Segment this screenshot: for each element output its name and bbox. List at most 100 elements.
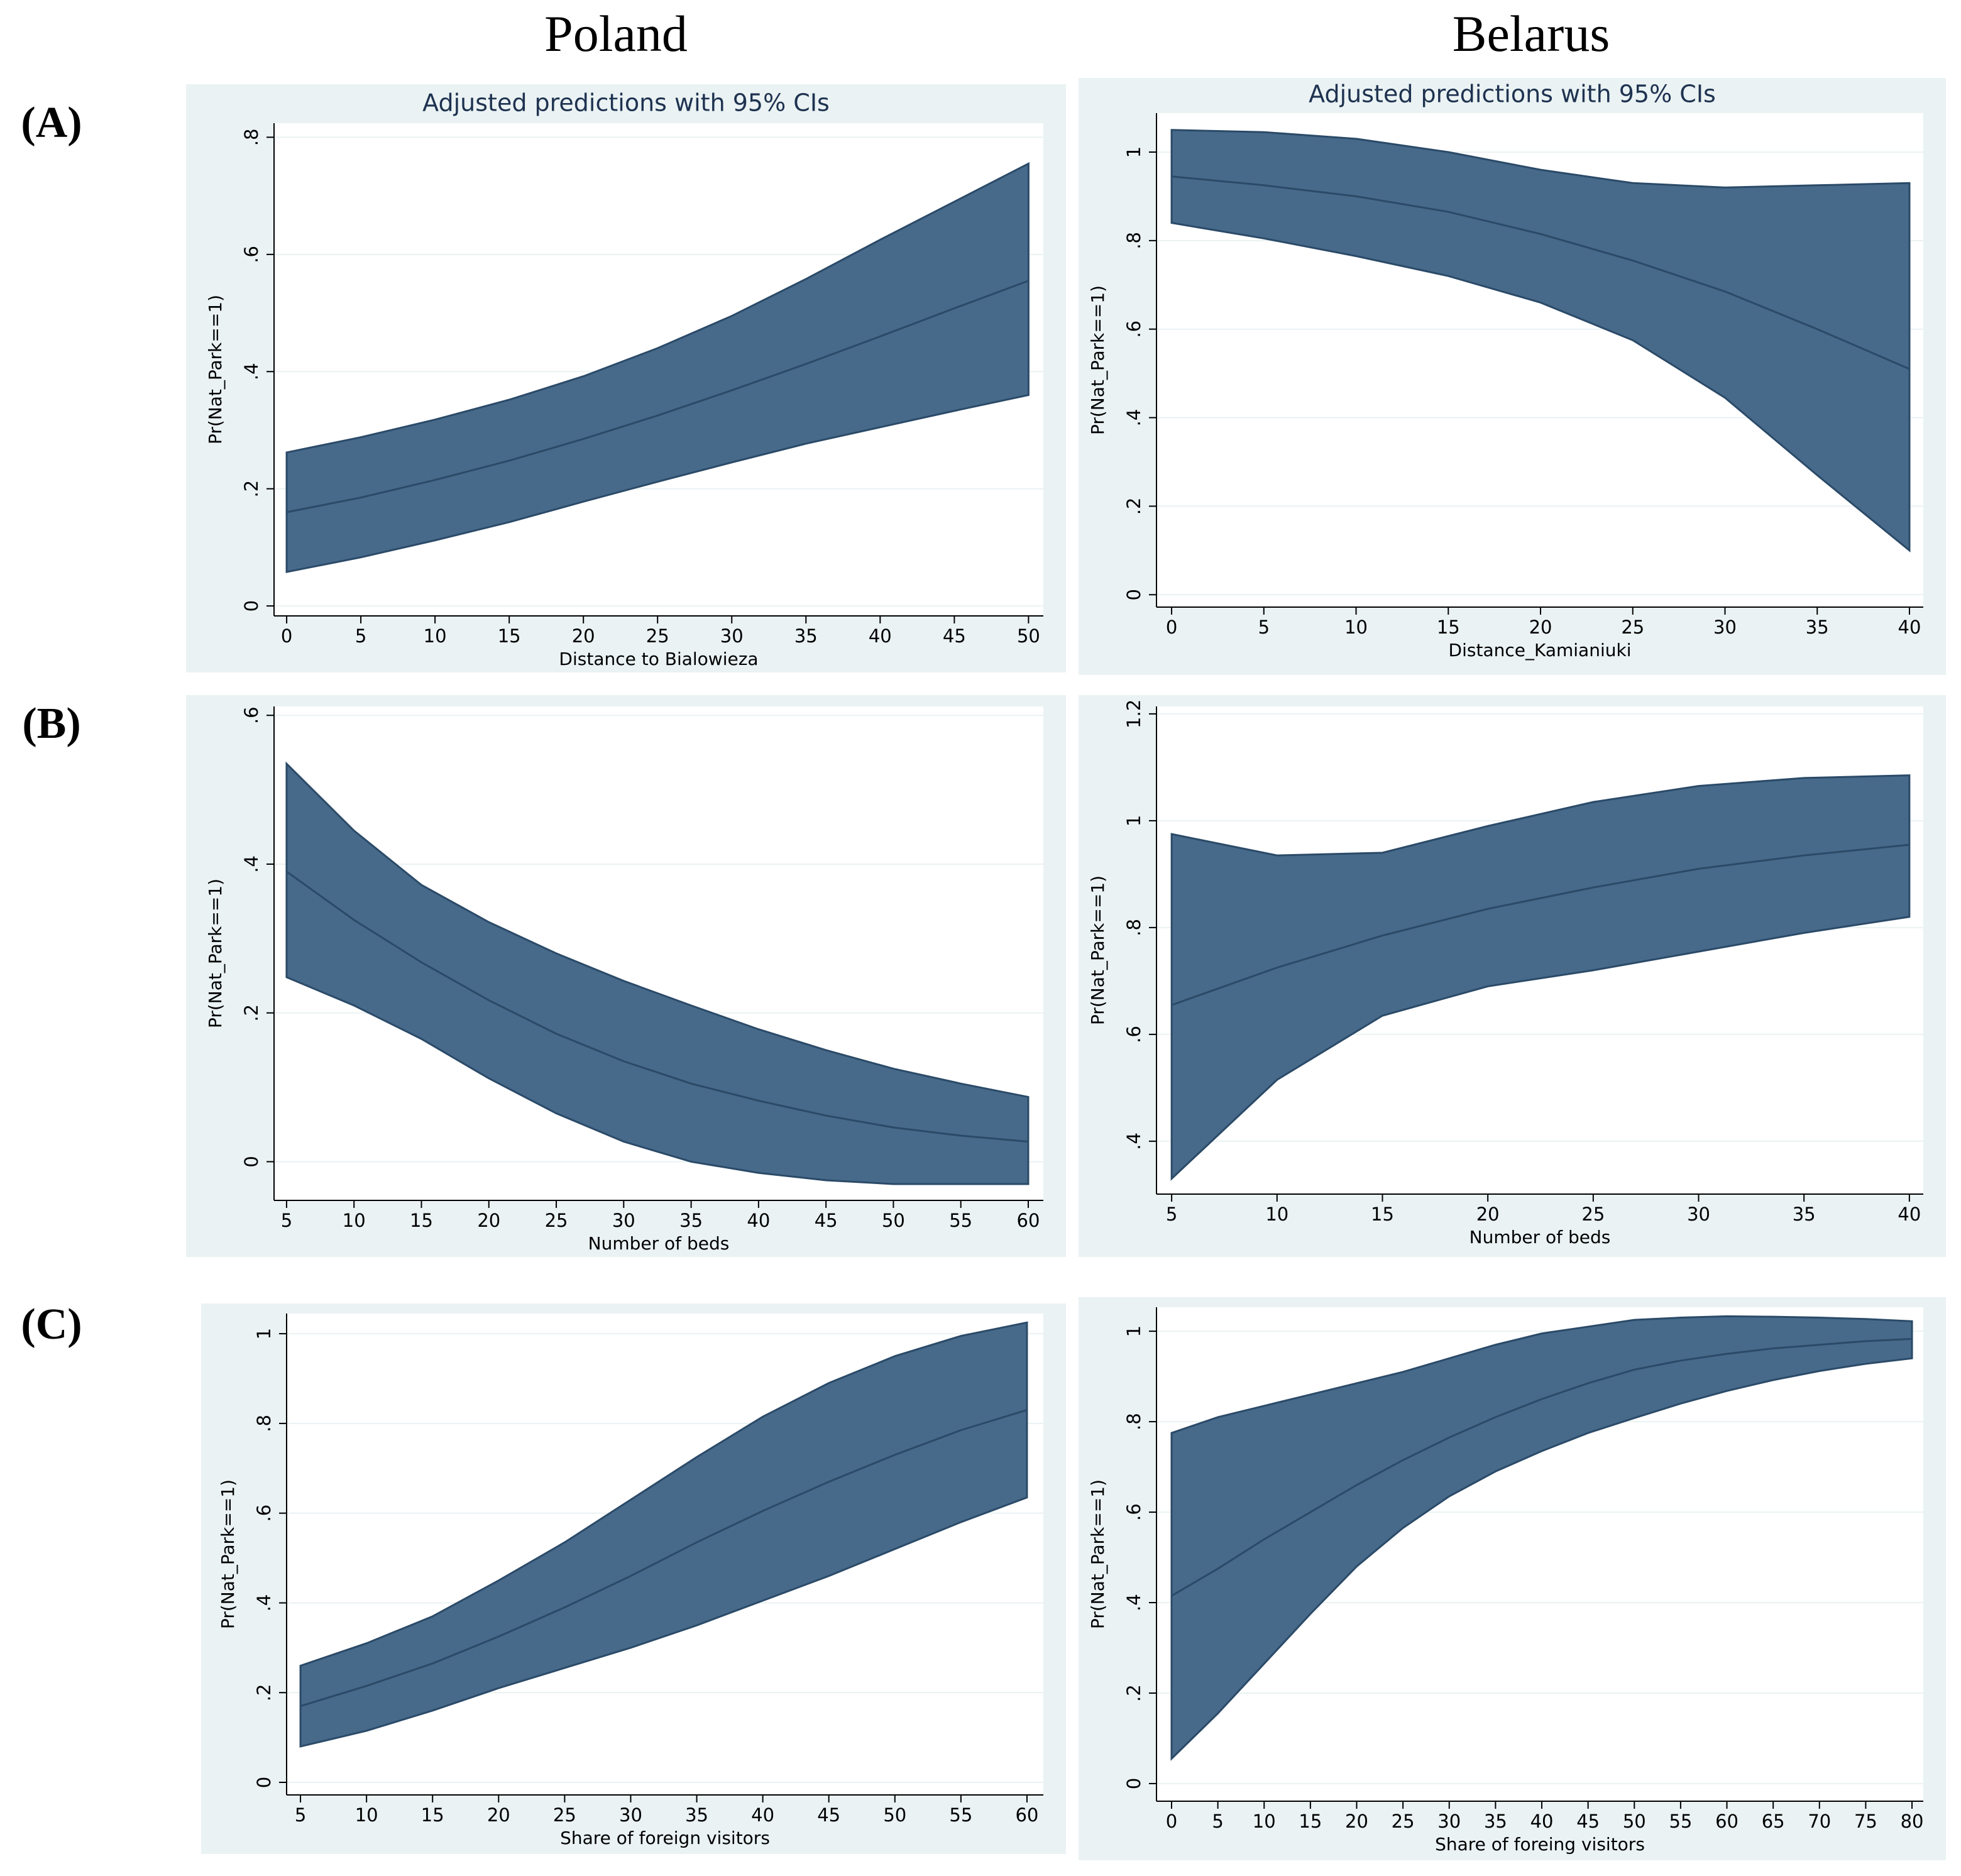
y-tick-label: .6 <box>241 246 262 263</box>
y-axis-title: Pr(Nat_Park==1) <box>1087 875 1108 1025</box>
y-tick-label: 0 <box>253 1777 275 1788</box>
x-tick-label: 70 <box>1808 1811 1831 1832</box>
ci-band <box>1170 129 1911 553</box>
x-tick-label: 40 <box>1530 1811 1554 1832</box>
y-tick-label: .4 <box>1123 409 1145 427</box>
x-tick-label: 50 <box>883 1804 906 1826</box>
x-tick-label: 25 <box>553 1804 576 1826</box>
y-axis-title: Pr(Nat_Park==1) <box>1087 285 1108 435</box>
x-tick-label: 40 <box>1898 617 1921 638</box>
x-tick-label: 30 <box>1687 1204 1710 1225</box>
x-tick-label: 30 <box>1713 617 1737 638</box>
y-tick-label: 0 <box>1123 1778 1145 1789</box>
prediction-line <box>286 870 1029 1143</box>
x-tick-label: 5 <box>1166 1204 1177 1225</box>
x-tick-label: 30 <box>612 1210 635 1231</box>
y-tick-label: .6 <box>253 1505 275 1522</box>
y-axis-title: Pr(Nat_Park==1) <box>205 295 226 444</box>
x-tick-label: 10 <box>1344 617 1368 638</box>
chart-title: Adjusted predictions with 95% CIs <box>1309 80 1716 108</box>
y-tick-label: .8 <box>1123 232 1145 250</box>
y-tick-label: .8 <box>1123 919 1145 936</box>
x-tick-label: 40 <box>869 625 892 647</box>
x-tick-label: 65 <box>1762 1811 1785 1832</box>
y-tick-label: 0 <box>241 1156 262 1167</box>
x-axis-title: Share of foreign visitors <box>560 1828 770 1848</box>
y-tick-label: .6 <box>1123 1503 1145 1521</box>
x-tick-label: 60 <box>1015 1804 1038 1826</box>
x-tick-label: 80 <box>1901 1811 1924 1832</box>
x-tick-label: 35 <box>685 1804 708 1826</box>
x-tick-label: 45 <box>817 1804 840 1826</box>
x-tick-label: 0 <box>1166 617 1177 638</box>
x-tick-label: 10 <box>1265 1204 1288 1225</box>
y-tick-label: .4 <box>241 363 262 380</box>
x-tick-label: 15 <box>1299 1811 1322 1832</box>
x-tick-label: 40 <box>1898 1204 1921 1225</box>
y-tick-label: 1.2 <box>1123 699 1145 728</box>
x-tick-label: 50 <box>1017 625 1040 647</box>
x-tick-label: 20 <box>1476 1204 1500 1225</box>
x-tick-label: 45 <box>1576 1811 1600 1832</box>
ci-band <box>299 1321 1028 1748</box>
x-axis-title: Distance_Kamianiuki <box>1449 640 1632 661</box>
y-tick-label: 1 <box>1123 1325 1145 1337</box>
x-tick-label: 40 <box>747 1210 770 1231</box>
column-title: Poland <box>544 5 688 62</box>
x-tick-label: 25 <box>1392 1811 1415 1832</box>
y-axis-title: Pr(Nat_Park==1) <box>205 879 226 1028</box>
y-tick-label: .4 <box>253 1594 275 1612</box>
x-tick-label: 0 <box>1166 1811 1177 1832</box>
x-tick-label: 30 <box>619 1804 642 1826</box>
x-tick-label: 20 <box>572 625 595 647</box>
x-tick-label: 50 <box>1623 1811 1646 1832</box>
y-tick-label: .6 <box>1123 321 1145 338</box>
prediction-line <box>286 280 1029 513</box>
y-tick-label: .2 <box>1123 1684 1145 1702</box>
y-tick-label: 1 <box>253 1328 275 1339</box>
x-tick-label: 75 <box>1854 1811 1877 1832</box>
x-tick-label: 35 <box>679 1210 703 1231</box>
x-tick-label: 25 <box>646 625 669 647</box>
ci-band <box>1170 1315 1913 1761</box>
row-label: (C) <box>21 1300 82 1349</box>
x-tick-label: 5 <box>281 1210 292 1231</box>
y-tick-label: 1 <box>1123 815 1145 826</box>
y-tick-label: .4 <box>1123 1133 1145 1150</box>
y-tick-label: .4 <box>1123 1594 1145 1611</box>
y-tick-label: .8 <box>241 129 262 146</box>
y-tick-label: .8 <box>253 1415 275 1432</box>
x-tick-label: 45 <box>943 625 966 647</box>
x-axis-title: Share of foreing visitors <box>1435 1834 1645 1855</box>
x-tick-label: 30 <box>1437 1811 1461 1832</box>
row-label: (B) <box>22 699 80 748</box>
column-title: Belarus <box>1453 5 1610 62</box>
ci-band <box>285 761 1030 1185</box>
x-tick-label: 25 <box>1621 617 1644 638</box>
y-tick-label: .2 <box>1123 498 1145 515</box>
x-axis-title: Number of beds <box>588 1233 730 1254</box>
x-tick-label: 25 <box>545 1210 568 1231</box>
y-tick-label: .2 <box>241 480 262 498</box>
x-tick-label: 10 <box>355 1804 378 1826</box>
prediction-line <box>1171 1337 1913 1597</box>
x-tick-label: 35 <box>794 625 818 647</box>
x-tick-label: 25 <box>1581 1204 1605 1225</box>
y-tick-label: .2 <box>241 1004 262 1022</box>
x-axis-title: Distance to Bialowieza <box>559 649 758 669</box>
x-tick-label: 15 <box>410 1210 433 1231</box>
y-tick-label: 0 <box>241 600 262 612</box>
x-tick-label: 55 <box>1669 1811 1692 1832</box>
x-tick-label: 60 <box>1017 1210 1040 1231</box>
x-tick-label: 35 <box>1484 1811 1507 1832</box>
x-tick-label: 55 <box>949 1210 972 1231</box>
x-tick-label: 5 <box>1258 617 1270 638</box>
y-tick-label: .6 <box>241 706 262 724</box>
x-tick-label: 55 <box>949 1804 972 1826</box>
x-tick-label: 40 <box>751 1804 774 1826</box>
y-tick-label: .8 <box>1123 1413 1145 1430</box>
x-tick-label: 15 <box>1437 617 1460 638</box>
x-tick-label: 0 <box>281 625 292 647</box>
x-tick-label: 15 <box>421 1804 444 1826</box>
x-tick-label: 20 <box>1345 1811 1368 1832</box>
